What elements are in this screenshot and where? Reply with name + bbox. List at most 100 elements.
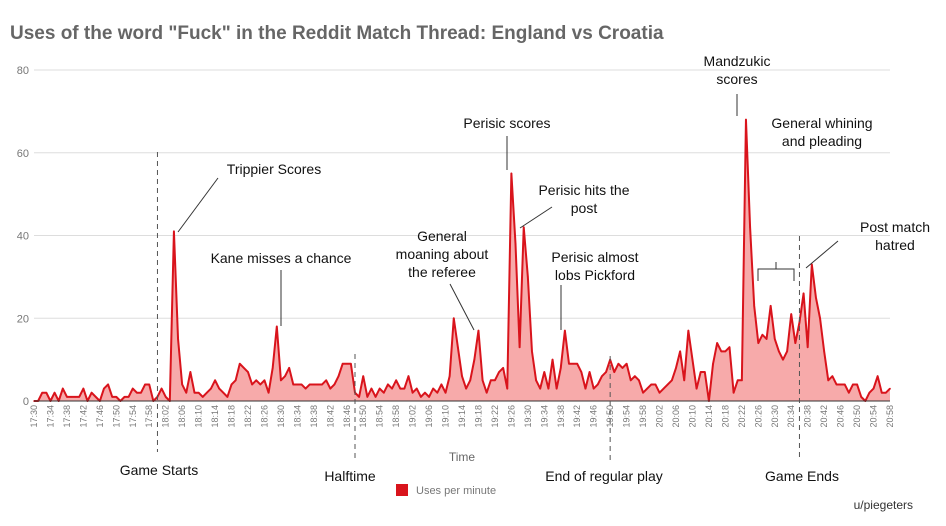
data-point bbox=[177, 338, 179, 340]
data-point bbox=[675, 367, 677, 369]
data-point bbox=[131, 387, 134, 390]
data-point bbox=[782, 358, 784, 361]
data-point bbox=[510, 172, 513, 175]
x-tick-label: 20:26 bbox=[753, 405, 763, 428]
x-tick-label: 20:46 bbox=[836, 405, 846, 428]
y-tick-label: 60 bbox=[17, 148, 29, 160]
x-tick-label: 19:34 bbox=[539, 405, 549, 428]
x-tick-label: 20:30 bbox=[770, 405, 780, 428]
x-tick-label: 20:54 bbox=[869, 405, 879, 428]
data-point bbox=[62, 387, 64, 390]
annotation-label: Perisic almost lobs Pickford bbox=[551, 249, 638, 283]
x-tick-label: 17:34 bbox=[45, 405, 55, 428]
legend-swatch bbox=[396, 484, 408, 496]
data-point bbox=[267, 391, 270, 394]
annotation-pointer bbox=[519, 206, 553, 229]
data-point bbox=[679, 350, 681, 353]
x-tick-label: 19:06 bbox=[424, 405, 434, 428]
data-point bbox=[214, 379, 216, 382]
data-point bbox=[564, 329, 566, 332]
data-point bbox=[695, 387, 698, 390]
data-point bbox=[387, 383, 389, 386]
data-point bbox=[148, 383, 151, 386]
data-point bbox=[243, 367, 245, 369]
data-point bbox=[189, 371, 192, 373]
data-point bbox=[288, 367, 290, 369]
x-tick-label: 20:18 bbox=[720, 405, 730, 428]
data-point bbox=[210, 387, 212, 390]
x-tick-label: 19:30 bbox=[523, 405, 533, 428]
data-point bbox=[333, 383, 336, 386]
data-point bbox=[885, 391, 887, 394]
data-point bbox=[889, 387, 891, 390]
data-point bbox=[773, 338, 776, 340]
data-point bbox=[576, 362, 579, 365]
chart-title: Uses of the word "Fuck" in the Reddit Ma… bbox=[10, 23, 664, 44]
x-tick-label: 20:34 bbox=[786, 405, 796, 428]
data-point bbox=[350, 362, 352, 365]
data-point bbox=[757, 342, 760, 344]
data-point bbox=[654, 383, 657, 386]
data-point bbox=[247, 371, 249, 373]
gridlines bbox=[34, 69, 890, 319]
data-point bbox=[41, 391, 44, 394]
x-tick-label: 20:22 bbox=[737, 405, 747, 428]
data-point bbox=[296, 383, 299, 386]
data-point bbox=[568, 362, 570, 365]
annotation-label: Perisic scores bbox=[463, 115, 550, 131]
x-tick-label: 18:14 bbox=[210, 405, 220, 428]
annotation-label: Kane misses a chance bbox=[211, 250, 352, 266]
data-point bbox=[424, 391, 426, 394]
x-tick-label: 19:26 bbox=[506, 405, 516, 428]
data-point bbox=[127, 396, 130, 398]
x-tick-label: 18:38 bbox=[309, 405, 319, 428]
x-tick-label: 19:46 bbox=[589, 405, 599, 428]
data-point bbox=[699, 371, 702, 373]
y-tick-label: 0 bbox=[23, 396, 29, 408]
data-point bbox=[848, 391, 850, 394]
legend-label: Uses per minute bbox=[416, 485, 496, 497]
data-point bbox=[222, 391, 225, 394]
data-point bbox=[749, 226, 751, 229]
x-tick-label: 20:02 bbox=[655, 405, 665, 428]
data-point bbox=[107, 383, 109, 386]
data-point bbox=[506, 387, 509, 390]
x-tick-label: 20:50 bbox=[852, 405, 862, 428]
marker-label: Game Ends bbox=[765, 468, 839, 484]
marker-label: End of regular play bbox=[545, 468, 663, 484]
x-tick-label: 19:02 bbox=[408, 405, 418, 428]
data-point bbox=[420, 396, 422, 398]
data-point bbox=[494, 379, 496, 382]
data-point bbox=[164, 396, 167, 398]
x-tick-label: 19:38 bbox=[556, 405, 566, 428]
annotation-label: General moaning about the referee bbox=[396, 228, 489, 280]
data-point bbox=[82, 387, 85, 390]
data-point bbox=[650, 383, 653, 386]
data-point bbox=[584, 387, 587, 390]
data-point bbox=[197, 391, 200, 394]
data-point bbox=[761, 334, 764, 336]
data-point bbox=[477, 329, 480, 332]
data-point bbox=[876, 375, 879, 377]
data-point bbox=[123, 396, 126, 398]
data-point bbox=[144, 383, 146, 386]
data-point bbox=[378, 387, 381, 390]
data-point bbox=[860, 396, 862, 398]
credit: u/piegeters bbox=[854, 498, 913, 512]
data-point bbox=[753, 305, 755, 307]
data-point bbox=[683, 379, 686, 382]
x-tick-label: 19:10 bbox=[441, 405, 451, 428]
x-tick-label: 17:50 bbox=[111, 405, 121, 428]
data-point bbox=[872, 387, 875, 390]
x-tick-label: 19:42 bbox=[572, 405, 582, 428]
data-point bbox=[745, 118, 747, 121]
data-point bbox=[728, 346, 731, 349]
data-point bbox=[276, 325, 278, 328]
data-point bbox=[230, 383, 233, 386]
data-point bbox=[432, 387, 434, 390]
data-point bbox=[597, 383, 599, 386]
x-tick-label: 18:18 bbox=[227, 405, 237, 428]
x-tick-label: 17:58 bbox=[144, 405, 154, 428]
data-point bbox=[181, 383, 183, 386]
data-point bbox=[485, 391, 488, 394]
